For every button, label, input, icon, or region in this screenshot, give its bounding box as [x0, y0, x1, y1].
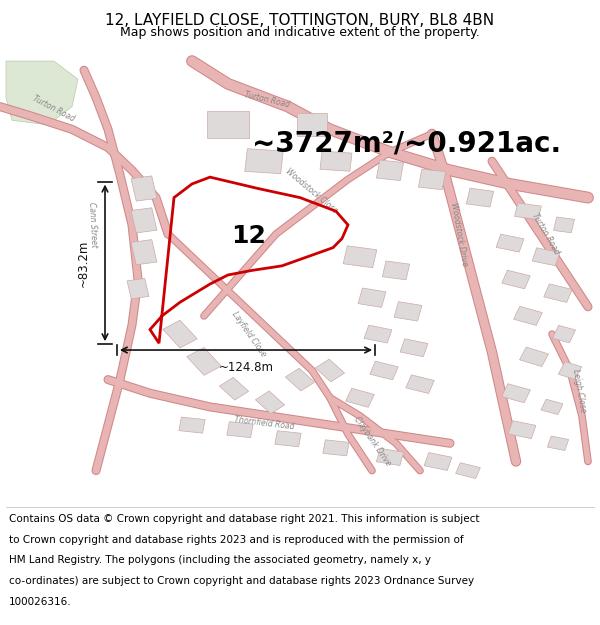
Polygon shape: [187, 348, 221, 375]
Text: Layfield Close: Layfield Close: [230, 310, 268, 359]
Text: ~3727m²/~0.921ac.: ~3727m²/~0.921ac.: [252, 129, 561, 157]
Polygon shape: [358, 288, 386, 308]
Polygon shape: [502, 384, 530, 402]
Polygon shape: [466, 188, 494, 207]
Polygon shape: [370, 361, 398, 380]
Polygon shape: [131, 176, 157, 201]
Polygon shape: [286, 368, 314, 391]
Text: Turton Road: Turton Road: [32, 94, 76, 124]
Text: co-ordinates) are subject to Crown copyright and database rights 2023 Ordnance S: co-ordinates) are subject to Crown copyr…: [9, 576, 474, 586]
Text: 100026316.: 100026316.: [9, 597, 71, 607]
Polygon shape: [220, 378, 248, 400]
Text: Thornfield Road: Thornfield Road: [233, 414, 295, 431]
Polygon shape: [553, 326, 575, 343]
Text: 12, LAYFIELD CLOSE, TOTTINGTON, BURY, BL8 4BN: 12, LAYFIELD CLOSE, TOTTINGTON, BURY, BL…: [106, 13, 494, 28]
Text: Turton Road: Turton Road: [244, 90, 290, 109]
Polygon shape: [256, 391, 284, 414]
Polygon shape: [394, 302, 422, 321]
Text: Contains OS data © Crown copyright and database right 2021. This information is : Contains OS data © Crown copyright and d…: [9, 514, 479, 524]
Polygon shape: [520, 347, 548, 367]
Polygon shape: [547, 436, 569, 451]
Text: Turton Road: Turton Road: [530, 212, 562, 256]
Polygon shape: [343, 246, 377, 268]
Polygon shape: [163, 320, 197, 348]
Polygon shape: [323, 440, 349, 456]
Polygon shape: [127, 279, 149, 299]
Text: 12: 12: [232, 224, 266, 248]
Polygon shape: [418, 169, 446, 189]
Text: Map shows position and indicative extent of the property.: Map shows position and indicative extent…: [120, 26, 480, 39]
Polygon shape: [320, 151, 352, 171]
Polygon shape: [6, 61, 78, 125]
Polygon shape: [532, 248, 560, 266]
Polygon shape: [515, 203, 541, 219]
Text: to Crown copyright and database rights 2023 and is reproduced with the permissio: to Crown copyright and database rights 2…: [9, 535, 464, 545]
Polygon shape: [502, 270, 530, 289]
Text: Woodstock Close: Woodstock Close: [284, 166, 340, 215]
Polygon shape: [376, 160, 404, 181]
Polygon shape: [364, 325, 392, 343]
Polygon shape: [455, 462, 481, 479]
Text: ~124.8m: ~124.8m: [218, 361, 274, 374]
Polygon shape: [207, 111, 249, 139]
Polygon shape: [376, 448, 404, 466]
Polygon shape: [131, 208, 157, 233]
Text: Claybank Drive: Claybank Drive: [352, 414, 392, 468]
Polygon shape: [227, 422, 253, 437]
Polygon shape: [382, 261, 410, 280]
Text: ~83.2m: ~83.2m: [77, 239, 90, 287]
Text: Cann Street: Cann Street: [88, 202, 98, 248]
Polygon shape: [541, 399, 563, 414]
Text: Woodstock Drive: Woodstock Drive: [449, 201, 469, 267]
Text: Leigh Close: Leigh Close: [571, 369, 587, 414]
Polygon shape: [179, 417, 205, 433]
Polygon shape: [508, 421, 536, 439]
Polygon shape: [406, 375, 434, 394]
Polygon shape: [424, 452, 452, 471]
Polygon shape: [275, 431, 301, 447]
Polygon shape: [558, 362, 582, 379]
Text: HM Land Registry. The polygons (including the associated geometry, namely x, y: HM Land Registry. The polygons (includin…: [9, 556, 431, 566]
Polygon shape: [400, 339, 428, 357]
Polygon shape: [346, 388, 374, 408]
Polygon shape: [554, 217, 574, 232]
Polygon shape: [131, 239, 157, 265]
Polygon shape: [297, 113, 327, 136]
Polygon shape: [514, 306, 542, 326]
Polygon shape: [316, 359, 344, 382]
Polygon shape: [544, 284, 572, 302]
Polygon shape: [496, 234, 524, 252]
Polygon shape: [245, 149, 283, 174]
